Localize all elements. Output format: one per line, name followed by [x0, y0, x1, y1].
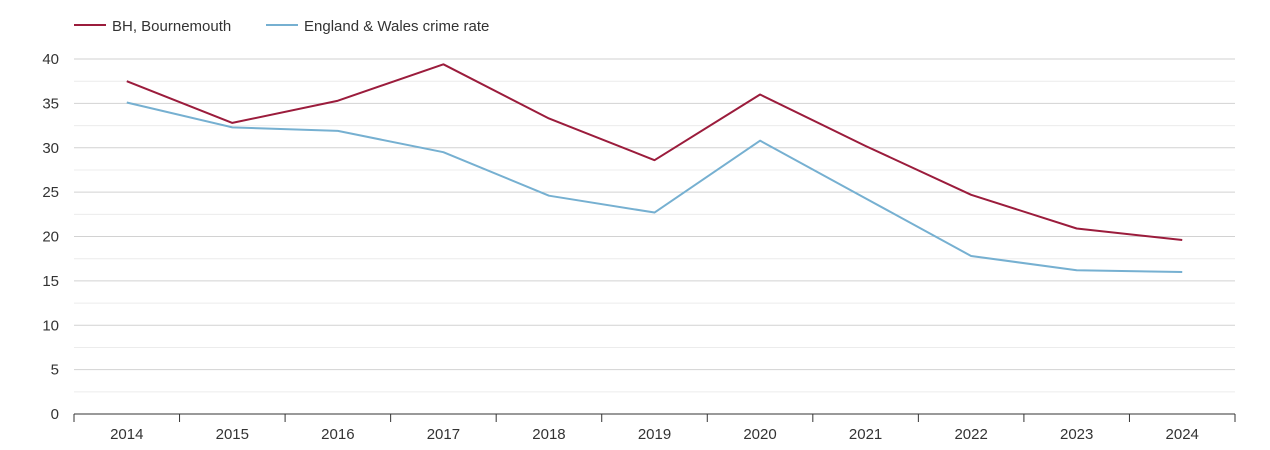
- x-axis: 2014 2015 2016 2017 2018 2019 2020 2021 2022 2023…: [73, 413, 1236, 443]
- x-tick-label: 2022: [954, 426, 987, 443]
- y-tick-label: 20: [42, 229, 59, 246]
- series-lines: [126, 63, 1183, 273]
- grid: [74, 58, 1235, 393]
- x-tick-label: 2017: [427, 426, 460, 443]
- y-axis: 0 5 10 15 20 25 30 35 40: [42, 51, 59, 423]
- y-tick-label: 5: [51, 362, 59, 379]
- y-tick-label: 40: [42, 51, 59, 68]
- y-tick-label: 15: [42, 273, 59, 290]
- legend-label-0: BH, Bournemouth: [112, 18, 231, 35]
- x-tick-label: 2023: [1060, 426, 1093, 443]
- legend-item-1: England & Wales crime rate: [266, 18, 489, 35]
- y-tick-label: 0: [51, 406, 59, 423]
- y-tick-label: 10: [42, 317, 59, 334]
- x-tick-label: 2016: [321, 426, 354, 443]
- x-tick-label: 2014: [110, 426, 143, 443]
- x-tick-label: 2021: [849, 426, 882, 443]
- x-tick-label: 2015: [216, 426, 249, 443]
- series-line-0: [126, 63, 1183, 242]
- series-line-1: [126, 101, 1183, 273]
- x-tick-label: 2020: [743, 426, 776, 443]
- x-tick-label: 2018: [532, 426, 565, 443]
- legend-label-1: England & Wales crime rate: [304, 18, 489, 35]
- legend: BH, Bournemouth England & Wales crime ra…: [74, 18, 489, 35]
- y-tick-label: 30: [42, 140, 59, 157]
- x-tick-label: 2024: [1166, 426, 1199, 443]
- legend-item-0: BH, Bournemouth: [74, 18, 231, 35]
- y-tick-label: 25: [42, 184, 59, 201]
- x-tick-label: 2019: [638, 426, 671, 443]
- y-tick-label: 35: [42, 95, 59, 112]
